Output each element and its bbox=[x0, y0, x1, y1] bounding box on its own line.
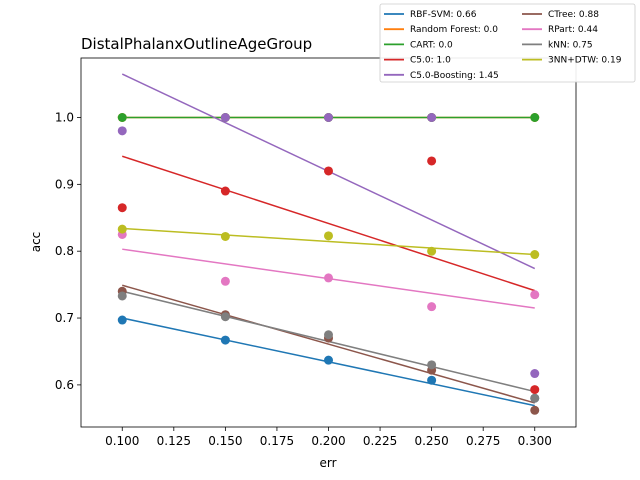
data-point bbox=[117, 224, 127, 234]
data-point bbox=[530, 290, 540, 300]
data-point bbox=[117, 126, 127, 136]
y-tick-label: 0.7 bbox=[55, 311, 74, 325]
data-point bbox=[324, 231, 333, 241]
legend-label: 3NN+DTW: 0.19 bbox=[548, 56, 622, 66]
y-axis-label: acc bbox=[29, 232, 43, 253]
data-point bbox=[324, 166, 333, 176]
series-fit-line bbox=[122, 227, 535, 256]
data-point bbox=[220, 231, 230, 241]
chart-title: DistalPhalanxOutlineAgeGroup bbox=[81, 35, 312, 53]
data-point bbox=[220, 276, 230, 286]
data-point bbox=[220, 186, 230, 196]
plot-area bbox=[117, 73, 540, 415]
legend-label: kNN: 0.75 bbox=[548, 40, 593, 50]
x-tick-label: 0.275 bbox=[466, 434, 500, 448]
data-point bbox=[324, 112, 333, 122]
data-point bbox=[117, 112, 127, 122]
legend-label: C5.0-Boosting: 1.45 bbox=[410, 71, 499, 81]
data-point bbox=[530, 393, 540, 403]
legend-label: RPart: 0.44 bbox=[548, 25, 598, 35]
legend-label: CART: 0.0 bbox=[410, 40, 453, 50]
data-point bbox=[530, 112, 540, 122]
y-tick-label: 1.0 bbox=[55, 110, 74, 124]
data-point bbox=[220, 112, 230, 122]
data-point bbox=[324, 330, 333, 340]
data-point bbox=[220, 335, 230, 345]
series-fit-line bbox=[122, 284, 535, 404]
x-axis: 0.100 0.125 0.150 0.175 0.200 0.225 0.250 0.275… bbox=[105, 427, 552, 448]
x-tick-label: 0.100 bbox=[105, 434, 139, 448]
y-tick-label: 0.6 bbox=[55, 378, 74, 392]
data-point bbox=[117, 203, 127, 213]
x-tick-label: 0.300 bbox=[518, 434, 552, 448]
legend-label: C5.0: 1.0 bbox=[410, 56, 451, 66]
data-point bbox=[117, 315, 127, 325]
data-point bbox=[530, 250, 540, 260]
data-point bbox=[324, 273, 333, 283]
legend-box bbox=[379, 3, 636, 83]
data-point bbox=[427, 156, 437, 166]
series-fit-line bbox=[122, 155, 535, 292]
legend-label: Random Forest: 0.0 bbox=[410, 25, 498, 35]
data-point bbox=[324, 355, 333, 365]
x-tick-label: 0.150 bbox=[208, 434, 242, 448]
data-point bbox=[427, 375, 437, 385]
x-tick-label: 0.125 bbox=[157, 434, 191, 448]
x-tick-label: 0.175 bbox=[260, 434, 294, 448]
data-point bbox=[220, 312, 230, 322]
x-tick-label: 0.250 bbox=[414, 434, 448, 448]
legend-label: CTree: 0.88 bbox=[548, 10, 599, 20]
x-tick-label: 0.200 bbox=[311, 434, 345, 448]
legend: RBF-SVM: 0.66 Random Forest: 0.0 CART: 0.0… bbox=[379, 3, 636, 83]
legend-label: RBF-SVM: 0.66 bbox=[410, 10, 477, 20]
data-point bbox=[117, 291, 127, 301]
y-tick-label: 0.8 bbox=[55, 244, 74, 258]
data-point bbox=[530, 405, 540, 415]
data-point bbox=[530, 369, 540, 379]
data-point bbox=[427, 360, 437, 370]
data-point bbox=[427, 246, 437, 256]
data-point bbox=[427, 302, 437, 312]
y-tick-label: 0.9 bbox=[55, 177, 74, 191]
data-point bbox=[427, 112, 437, 122]
x-tick-label: 0.225 bbox=[363, 434, 397, 448]
x-axis-label: err bbox=[319, 456, 336, 470]
data-point bbox=[530, 385, 540, 395]
y-axis: 0.6 0.7 0.8 0.9 1.0 bbox=[55, 110, 81, 392]
